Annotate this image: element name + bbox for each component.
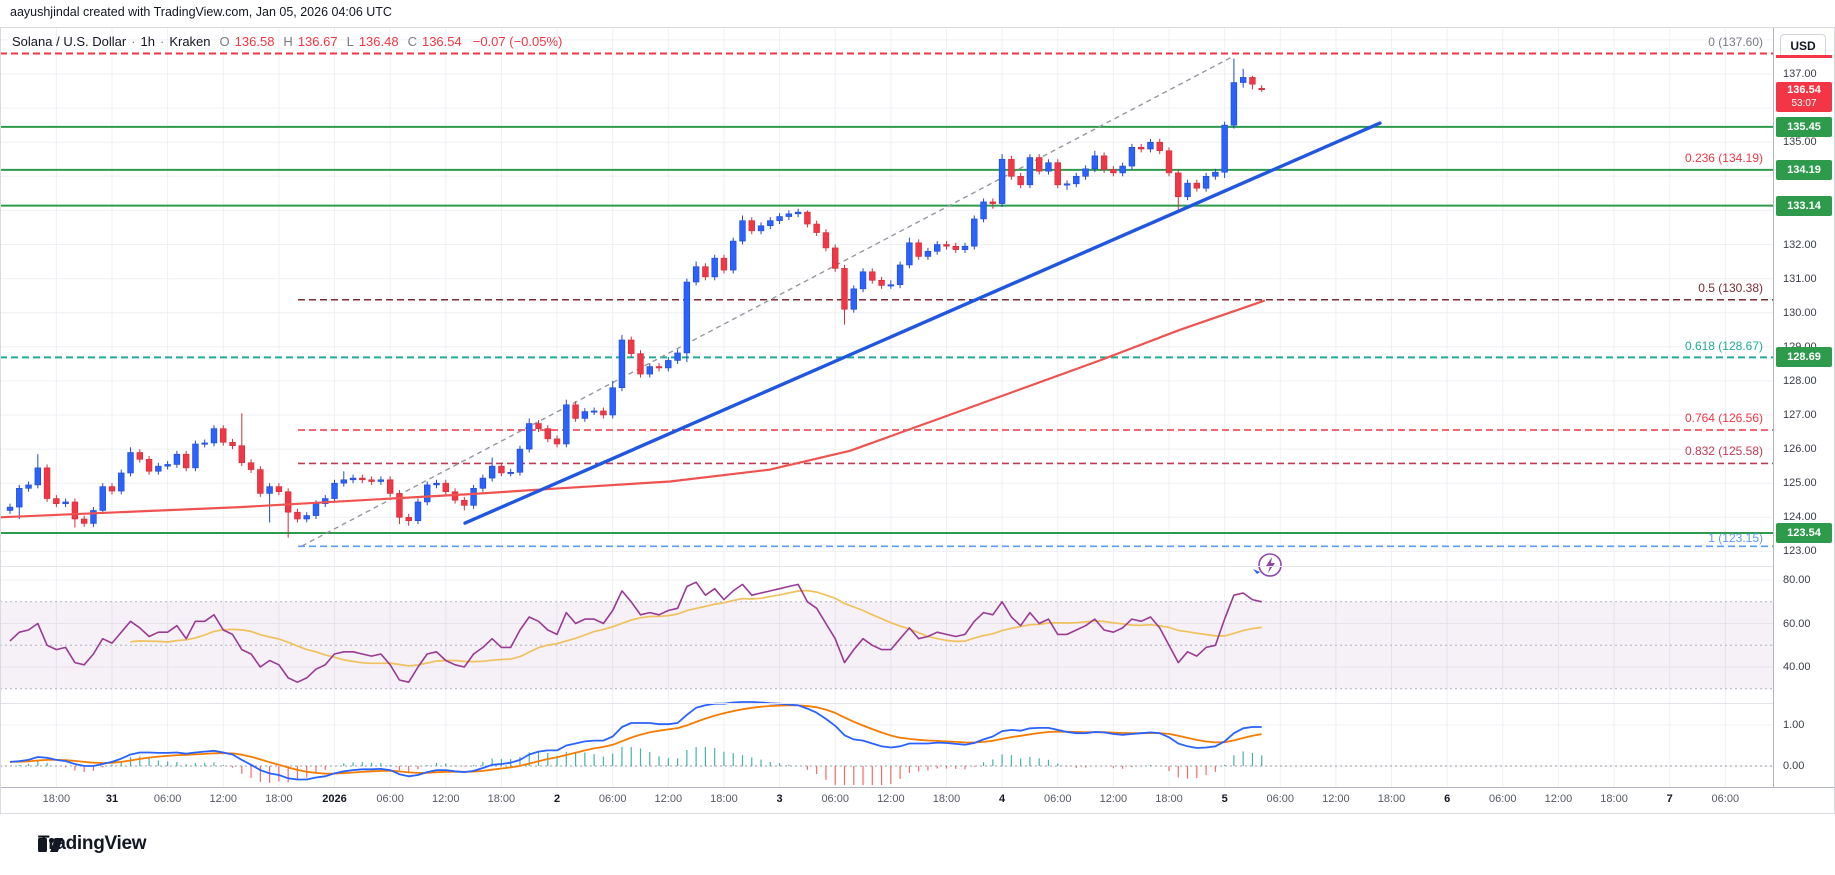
time-axis-label: 6	[1444, 793, 1451, 805]
price-tick: 125.00	[1783, 477, 1817, 490]
time-axis-label: 31	[105, 793, 119, 805]
time-axis-label: 18:00	[42, 793, 71, 805]
time-axis-label: 06:00	[821, 793, 849, 805]
price-tick: 132.00	[1783, 238, 1817, 251]
time-axis-label: 18:00	[487, 793, 516, 805]
fib-level-label-2: 0.5 (130.38)	[1698, 280, 1763, 295]
time-axis-label: 12:00	[1544, 793, 1573, 805]
fib-level-label-5: 0.832 (125.58)	[1684, 444, 1763, 459]
level-price-badge: 128.69	[1776, 347, 1832, 368]
price-tick: 123.00	[1783, 545, 1817, 558]
change-value: −0.07 (−0.05%)	[472, 34, 563, 49]
price-tick: 135.00	[1783, 136, 1817, 149]
level-price-badge: 134.19	[1776, 159, 1832, 180]
time-axis-label: 18:00	[1155, 793, 1183, 805]
tradingview-logo[interactable]: TradingView	[38, 833, 147, 855]
exchange-label: Kraken	[169, 34, 211, 49]
price-tick: 124.00	[1783, 511, 1817, 524]
time-axis-label: 12:00	[1322, 793, 1350, 805]
time-axis-label: 12:00	[654, 793, 683, 805]
time-axis-label: 12:00	[209, 793, 238, 805]
open-label: O	[219, 34, 230, 49]
price-tick: 137.00	[1783, 68, 1817, 80]
price-tick: 130.00	[1783, 306, 1817, 319]
price-tick: 127.00	[1783, 409, 1817, 421]
time-axis-label: 7	[1666, 793, 1673, 805]
time-axis-label: 4	[999, 793, 1006, 805]
time-axis-label: 12:00	[1099, 793, 1128, 805]
fib-level-label-1: 0.236 (134.19)	[1684, 150, 1763, 165]
separator: ·	[159, 34, 165, 49]
fib-level-label-6: 1 (123.15)	[1708, 531, 1763, 546]
macd-tick: 1.00	[1783, 719, 1805, 731]
time-axis-label: 2	[553, 793, 561, 805]
close-value: 136.54	[421, 34, 462, 49]
symbol-info-bar[interactable]: Solana / U.S. Dollar · 1h · Kraken O 136.…	[12, 34, 562, 49]
fib-zero-axis-marker	[1776, 55, 1832, 58]
time-axis-label: 18:00	[1600, 793, 1628, 805]
level-price-badge: 133.14	[1776, 195, 1832, 216]
time-axis-label: 06:00	[376, 793, 404, 805]
price-tick: 126.00	[1783, 443, 1817, 456]
level-price-badge: 135.45	[1776, 116, 1832, 137]
time-axis-label: 5	[1221, 793, 1228, 805]
time-axis-label: 3	[776, 793, 783, 805]
rsi-tick: 60.00	[1783, 617, 1811, 630]
time-axis-label: 06:00	[153, 793, 182, 805]
time-axis-label: 18:00	[265, 793, 293, 805]
price-tick: 128.00	[1783, 374, 1817, 387]
lightning-quick-action-icon[interactable]	[1253, 553, 1282, 577]
time-axis-label: 12:00	[432, 793, 460, 805]
time-axis[interactable]: 18:00 31 06:00 12:00 18:00 2026 06:00 12:00 18:0…	[0, 787, 1835, 813]
price-axis[interactable]: USD 137.00135.00132.00131.00130.00129.00…	[1773, 28, 1835, 787]
bar-countdown: 53:07	[1791, 97, 1817, 109]
price-tick: 131.00	[1783, 272, 1817, 285]
time-axis-label: 2026	[322, 793, 347, 805]
time-axis-label: 06:00	[1711, 793, 1740, 805]
pane-divider-rsi[interactable]	[0, 566, 1835, 567]
fib-level-label-3: 0.618 (128.67)	[1684, 339, 1763, 354]
interval-label[interactable]: 1h	[140, 34, 155, 49]
open-value: 136.58	[234, 34, 275, 49]
macd-tick: 0.00	[1783, 760, 1805, 772]
attribution-text: aayushjindal created with TradingView.co…	[10, 5, 392, 19]
fib-level-label-4: 0.764 (126.56)	[1684, 411, 1763, 425]
time-axis-label: 18:00	[710, 793, 738, 805]
high-label: H	[283, 34, 293, 49]
tradingview-logo-text: TradingView	[38, 833, 147, 854]
time-axis-label: 06:00	[1043, 793, 1072, 805]
current-price-badge: 136.54 53:07	[1776, 81, 1832, 112]
rsi-tick: 40.00	[1783, 661, 1811, 673]
level-price-badge: 123.54	[1776, 522, 1832, 543]
time-axis-label: 18:00	[1377, 793, 1406, 805]
pane-divider-macd[interactable]	[0, 703, 1835, 704]
tradingview-logo-mark	[38, 837, 63, 852]
close-label: C	[407, 34, 417, 49]
time-axis-label: 18:00	[932, 793, 961, 805]
time-axis-label: 06:00	[1489, 793, 1517, 805]
time-axis-label: 06:00	[1266, 793, 1295, 805]
low-label: L	[346, 34, 354, 49]
high-value: 136.67	[297, 34, 338, 49]
rsi-tick: 80.00	[1783, 574, 1811, 586]
fib-level-label-0: 0 (137.60)	[1708, 34, 1763, 49]
low-value: 136.48	[358, 34, 399, 49]
symbol-title[interactable]: Solana / U.S. Dollar	[12, 34, 127, 49]
time-axis-label: 12:00	[877, 793, 905, 805]
time-axis-label: 06:00	[598, 793, 627, 805]
separator: ·	[131, 34, 136, 49]
